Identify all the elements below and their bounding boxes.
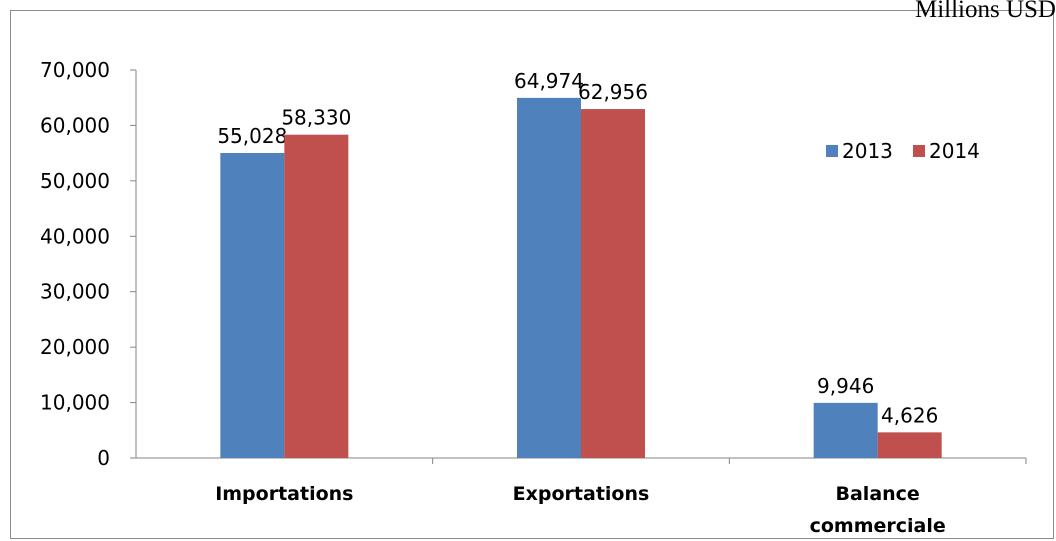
y-tick-label: 50,000: [40, 169, 110, 193]
category-label: Exportations: [513, 483, 650, 505]
y-tick-label: 30,000: [40, 280, 110, 304]
data-label: 4,626: [881, 403, 938, 427]
y-tick-label: 40,000: [40, 224, 110, 248]
category-label: Importations: [215, 483, 353, 505]
bar-2014-0: [284, 134, 349, 458]
legend-swatch-2014: [913, 145, 925, 157]
bar-2013-1: [517, 97, 581, 458]
data-label: 62,956: [578, 80, 648, 104]
y-tick-label: 0: [97, 446, 110, 470]
category-label: Balance: [836, 483, 920, 505]
bar-2013-0: [220, 152, 285, 458]
bar-2014-2: [877, 432, 942, 458]
y-tick-label: 60,000: [40, 113, 110, 137]
unit-label: Millions USD: [914, 0, 1056, 23]
chart-frame: [10, 10, 1054, 539]
data-label: 58,330: [281, 106, 351, 130]
data-label: 55,028: [217, 124, 287, 148]
legend-label: 2013: [842, 139, 893, 163]
y-tick-label: 70,000: [40, 58, 110, 82]
legend-swatch-2013: [826, 145, 838, 157]
y-tick-label: 10,000: [40, 391, 110, 415]
bar-2013-2: [813, 402, 878, 458]
data-label: 64,974: [514, 69, 584, 93]
bar-2014-1: [581, 109, 645, 458]
data-label: 9,946: [817, 374, 874, 398]
y-tick-label: 20,000: [40, 335, 110, 359]
legend-label: 2014: [929, 139, 980, 163]
category-label: commerciale: [810, 515, 946, 537]
